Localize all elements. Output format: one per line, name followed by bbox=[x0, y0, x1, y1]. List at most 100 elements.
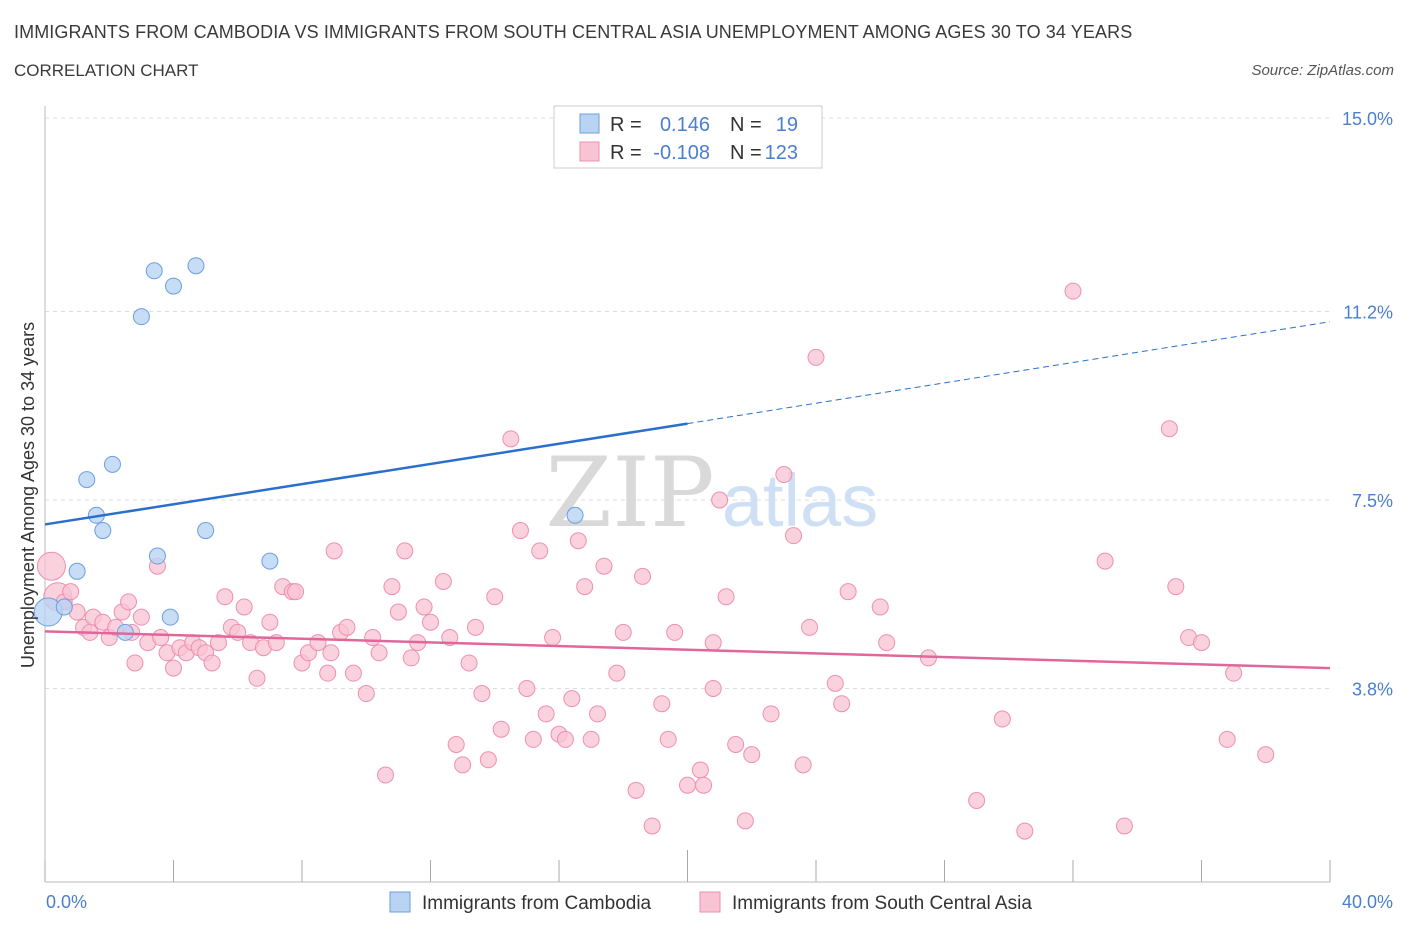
south-central-asia-point bbox=[126, 654, 144, 672]
south-central-asia-point bbox=[357, 685, 375, 703]
south-central-asia-point bbox=[582, 730, 600, 748]
south-central-asia-point bbox=[1225, 664, 1243, 682]
south-central-asia-point bbox=[727, 735, 745, 753]
south-central-asia-point bbox=[62, 583, 80, 601]
y-tick-label: 7.5% bbox=[1352, 491, 1393, 511]
south-central-asia-point bbox=[1064, 282, 1082, 300]
south-central-asia-point bbox=[120, 593, 138, 611]
south-central-asia-point bbox=[608, 664, 626, 682]
south-central-asia-point bbox=[492, 720, 510, 738]
south-central-asia-point bbox=[614, 623, 632, 641]
south-central-asia-point bbox=[389, 603, 407, 621]
south-central-asia-point bbox=[338, 618, 356, 636]
south-central-asia-point bbox=[878, 634, 896, 652]
y-tick-label: 11.2% bbox=[1343, 303, 1393, 323]
south-central-asia-point bbox=[826, 674, 844, 692]
cambodia-point bbox=[103, 455, 121, 473]
south-central-asia-point bbox=[833, 695, 851, 713]
chart-title: IMMIGRANTS FROM CAMBODIA VS IMMIGRANTS F… bbox=[14, 22, 1133, 42]
legend-swatch-south-central-asia bbox=[579, 141, 600, 162]
south-central-asia-point bbox=[717, 588, 735, 606]
south-central-asia-point bbox=[235, 598, 253, 616]
south-central-asia-point bbox=[524, 730, 542, 748]
south-central-asia-point bbox=[743, 746, 761, 764]
cambodia-point bbox=[78, 471, 96, 489]
y-tick-label: 15.0% bbox=[1342, 109, 1393, 129]
x-tick-label: 0.0% bbox=[46, 892, 87, 912]
legend-n-value-2: 123 bbox=[765, 142, 798, 164]
south-central-asia-point bbox=[165, 659, 182, 677]
south-central-asia-point bbox=[203, 654, 221, 672]
south-central-asia-point bbox=[287, 583, 305, 601]
south-central-asia-point bbox=[794, 756, 812, 774]
south-central-asia-point bbox=[479, 751, 497, 769]
trend-lines bbox=[44, 321, 1331, 670]
south-central-asia-point bbox=[785, 527, 803, 545]
south-central-asia-point bbox=[711, 491, 729, 509]
south-central-asia-point bbox=[704, 679, 722, 697]
south-central-asia-point bbox=[1218, 730, 1236, 748]
south-central-asia-point bbox=[460, 654, 478, 672]
south-central-asia-point bbox=[666, 623, 684, 641]
south-central-asia-point bbox=[486, 588, 504, 606]
south-central-asia-point bbox=[736, 812, 754, 830]
cambodia-point bbox=[55, 598, 73, 616]
south-central-asia-point bbox=[1016, 822, 1034, 840]
south-central-asia-point bbox=[801, 618, 819, 636]
south-central-asia-point bbox=[679, 776, 696, 794]
cambodia-point bbox=[94, 522, 112, 540]
south-central-asia-point bbox=[209, 634, 227, 652]
cambodia-point bbox=[187, 257, 205, 275]
legend-r-value-2: -0.108 bbox=[653, 142, 710, 164]
south-central-asia-point bbox=[518, 679, 536, 697]
south-central-asia-point bbox=[261, 613, 279, 631]
south-central-asia-point bbox=[569, 532, 587, 550]
cambodia-trend-extension bbox=[687, 321, 1331, 425]
south-central-asia-point bbox=[441, 629, 459, 647]
south-central-asia-point bbox=[434, 572, 452, 590]
south-central-asia-point bbox=[402, 649, 420, 667]
south-central-asia-point bbox=[1193, 634, 1210, 652]
south-central-asia-point bbox=[248, 669, 266, 687]
tick-labels: 3.8% 7.5% 11.2% 15.0% 0.0% 40.0% bbox=[46, 109, 1393, 912]
south-central-asia-point bbox=[531, 542, 549, 560]
south-central-asia-point bbox=[595, 557, 613, 575]
south-central-asia-point bbox=[466, 618, 484, 636]
south-central-asia-point bbox=[511, 522, 529, 540]
legend-r-label-1: R = bbox=[610, 114, 642, 136]
x-tick-label: 40.0% bbox=[1342, 892, 1393, 912]
bottom-legend-swatch-south-central-asia bbox=[699, 891, 721, 913]
south-central-asia-point bbox=[589, 705, 607, 723]
south-central-asia-point bbox=[563, 690, 581, 708]
south-central-asia-point bbox=[537, 705, 555, 723]
south-central-asia-point bbox=[502, 430, 520, 448]
cambodia-point bbox=[68, 562, 86, 580]
south-central-asia-points bbox=[36, 282, 1275, 840]
legend-n-label-2: N = bbox=[730, 142, 762, 164]
cambodia-point bbox=[145, 262, 163, 280]
south-central-asia-point bbox=[422, 613, 439, 631]
watermark-atlas: atlas bbox=[722, 459, 878, 542]
cambodia-point bbox=[165, 277, 182, 295]
south-central-asia-point bbox=[634, 567, 652, 585]
legend-n-label-1: N = bbox=[730, 114, 762, 136]
south-central-asia-point bbox=[370, 644, 388, 662]
south-central-asia-point bbox=[691, 761, 709, 779]
legend-r-label-2: R = bbox=[610, 142, 642, 164]
south-central-asia-point bbox=[695, 776, 713, 794]
legend-swatch-cambodia bbox=[579, 113, 600, 134]
south-central-asia-point bbox=[653, 695, 671, 713]
south-central-asia-point bbox=[132, 608, 150, 626]
cambodia-point bbox=[566, 506, 584, 524]
south-central-asia-point bbox=[968, 792, 986, 810]
south-central-asia-point bbox=[364, 629, 382, 647]
south-central-asia-point bbox=[309, 634, 327, 652]
south-central-asia-point bbox=[556, 730, 574, 748]
chart-subtitle: CORRELATION CHART bbox=[14, 61, 199, 80]
legend-n-value-1: 19 bbox=[776, 114, 798, 136]
south-central-asia-point bbox=[344, 664, 362, 682]
watermark-zip: ZIP bbox=[545, 437, 714, 549]
south-central-asia-point bbox=[325, 542, 343, 560]
south-central-asia-point bbox=[152, 629, 170, 647]
